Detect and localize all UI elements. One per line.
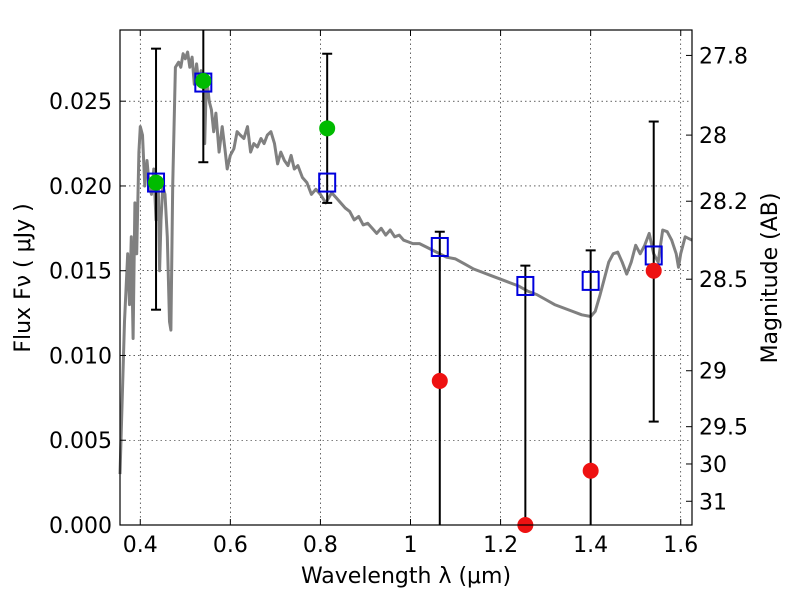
- nondetection-point: [582, 462, 599, 479]
- nondetection-point: [431, 372, 448, 389]
- detection-point: [319, 120, 336, 137]
- detection-point: [148, 174, 165, 191]
- bandpass-square: [318, 172, 337, 193]
- y2-tick-label: 29.5: [699, 416, 748, 441]
- y-tick-label: 0.010: [49, 344, 112, 369]
- x-tick-label: 0.8: [303, 533, 338, 558]
- bandpass-square: [516, 275, 535, 296]
- y2-tick-label: 30: [699, 453, 727, 478]
- x-tick-label: 1.2: [483, 533, 518, 558]
- grid: [120, 30, 692, 525]
- nondetection-point: [645, 262, 662, 279]
- x-axis-label: Wavelength λ (μm): [301, 564, 511, 589]
- y2-tick-label: 29: [699, 360, 727, 385]
- y-tick-label: 0.015: [49, 260, 112, 285]
- bandpass-square: [430, 236, 449, 257]
- x-tick-label: 1.6: [663, 533, 698, 558]
- x-tick-label: 0.6: [213, 533, 248, 558]
- bandpass-box-layer: [147, 72, 663, 296]
- model-sed-line: [118, 50, 693, 475]
- y-tick-label: 0.025: [49, 90, 112, 115]
- x-tick-label: 1.4: [573, 533, 608, 558]
- model-sed-layer: [118, 50, 693, 475]
- y-axis-label: Flux Fν ( μJy ): [11, 203, 36, 352]
- y2-tick-label: 28.2: [699, 190, 748, 215]
- x-tick-label: 0.4: [123, 533, 158, 558]
- plot-frame: [119, 29, 693, 526]
- y2-tick-label: 31: [699, 490, 727, 515]
- detection-point: [195, 72, 212, 89]
- y-tick-label: 0.020: [49, 175, 112, 200]
- y-tick-label: 0.000: [49, 514, 112, 539]
- tick-labels: 0.4 0.6 0.8 1 1.2 1.4 1.6 0.000 0.005 0.010 0.015 0…: [49, 44, 748, 558]
- axes: [119, 29, 693, 526]
- y-tick-label: 0.005: [49, 429, 112, 454]
- y2-axis-label: Magnitude (AB): [758, 193, 783, 364]
- x-tick-label: 1: [404, 533, 418, 558]
- bandpass-square: [581, 270, 600, 291]
- y2-tick-label: 28.5: [699, 268, 748, 293]
- y2-tick-label: 28: [699, 124, 727, 149]
- y2-tick-label: 27.8: [699, 44, 748, 69]
